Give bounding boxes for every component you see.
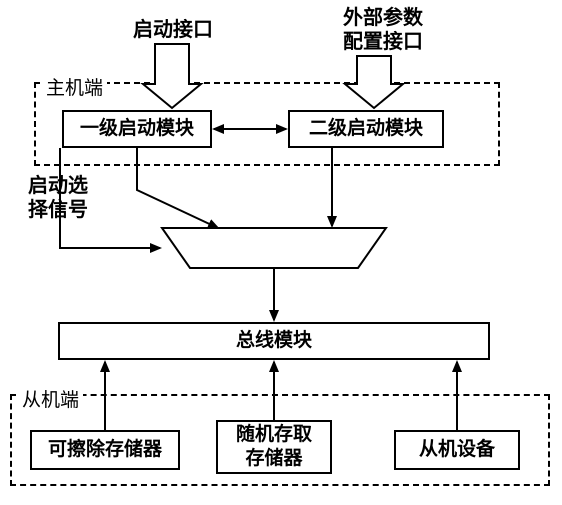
group-host-label: 主机端 <box>42 72 107 101</box>
node-mux-label: 多路选择器 <box>162 236 386 259</box>
node-slave-device: 从机设备 <box>394 430 520 470</box>
node-secondary-boot: 二级启动模块 <box>288 110 444 148</box>
node-eeprom: 可擦除存储器 <box>30 430 180 470</box>
group-slave-label: 从机端 <box>18 384 83 413</box>
node-ram: 随机存取 存储器 <box>216 420 332 474</box>
node-primary-boot: 一级启动模块 <box>62 110 212 148</box>
node-bus: 总线模块 <box>58 322 490 360</box>
diagram-canvas: 启动接口 外部参数 配置接口 启动选 择信号 主机端 从机端 一级启动模块 二级… <box>0 0 562 505</box>
label-start-select-signal: 启动选 择信号 <box>28 174 108 222</box>
label-external-params: 外部参数 配置接口 <box>323 6 443 54</box>
label-start-interface: 启动接口 <box>118 18 228 42</box>
